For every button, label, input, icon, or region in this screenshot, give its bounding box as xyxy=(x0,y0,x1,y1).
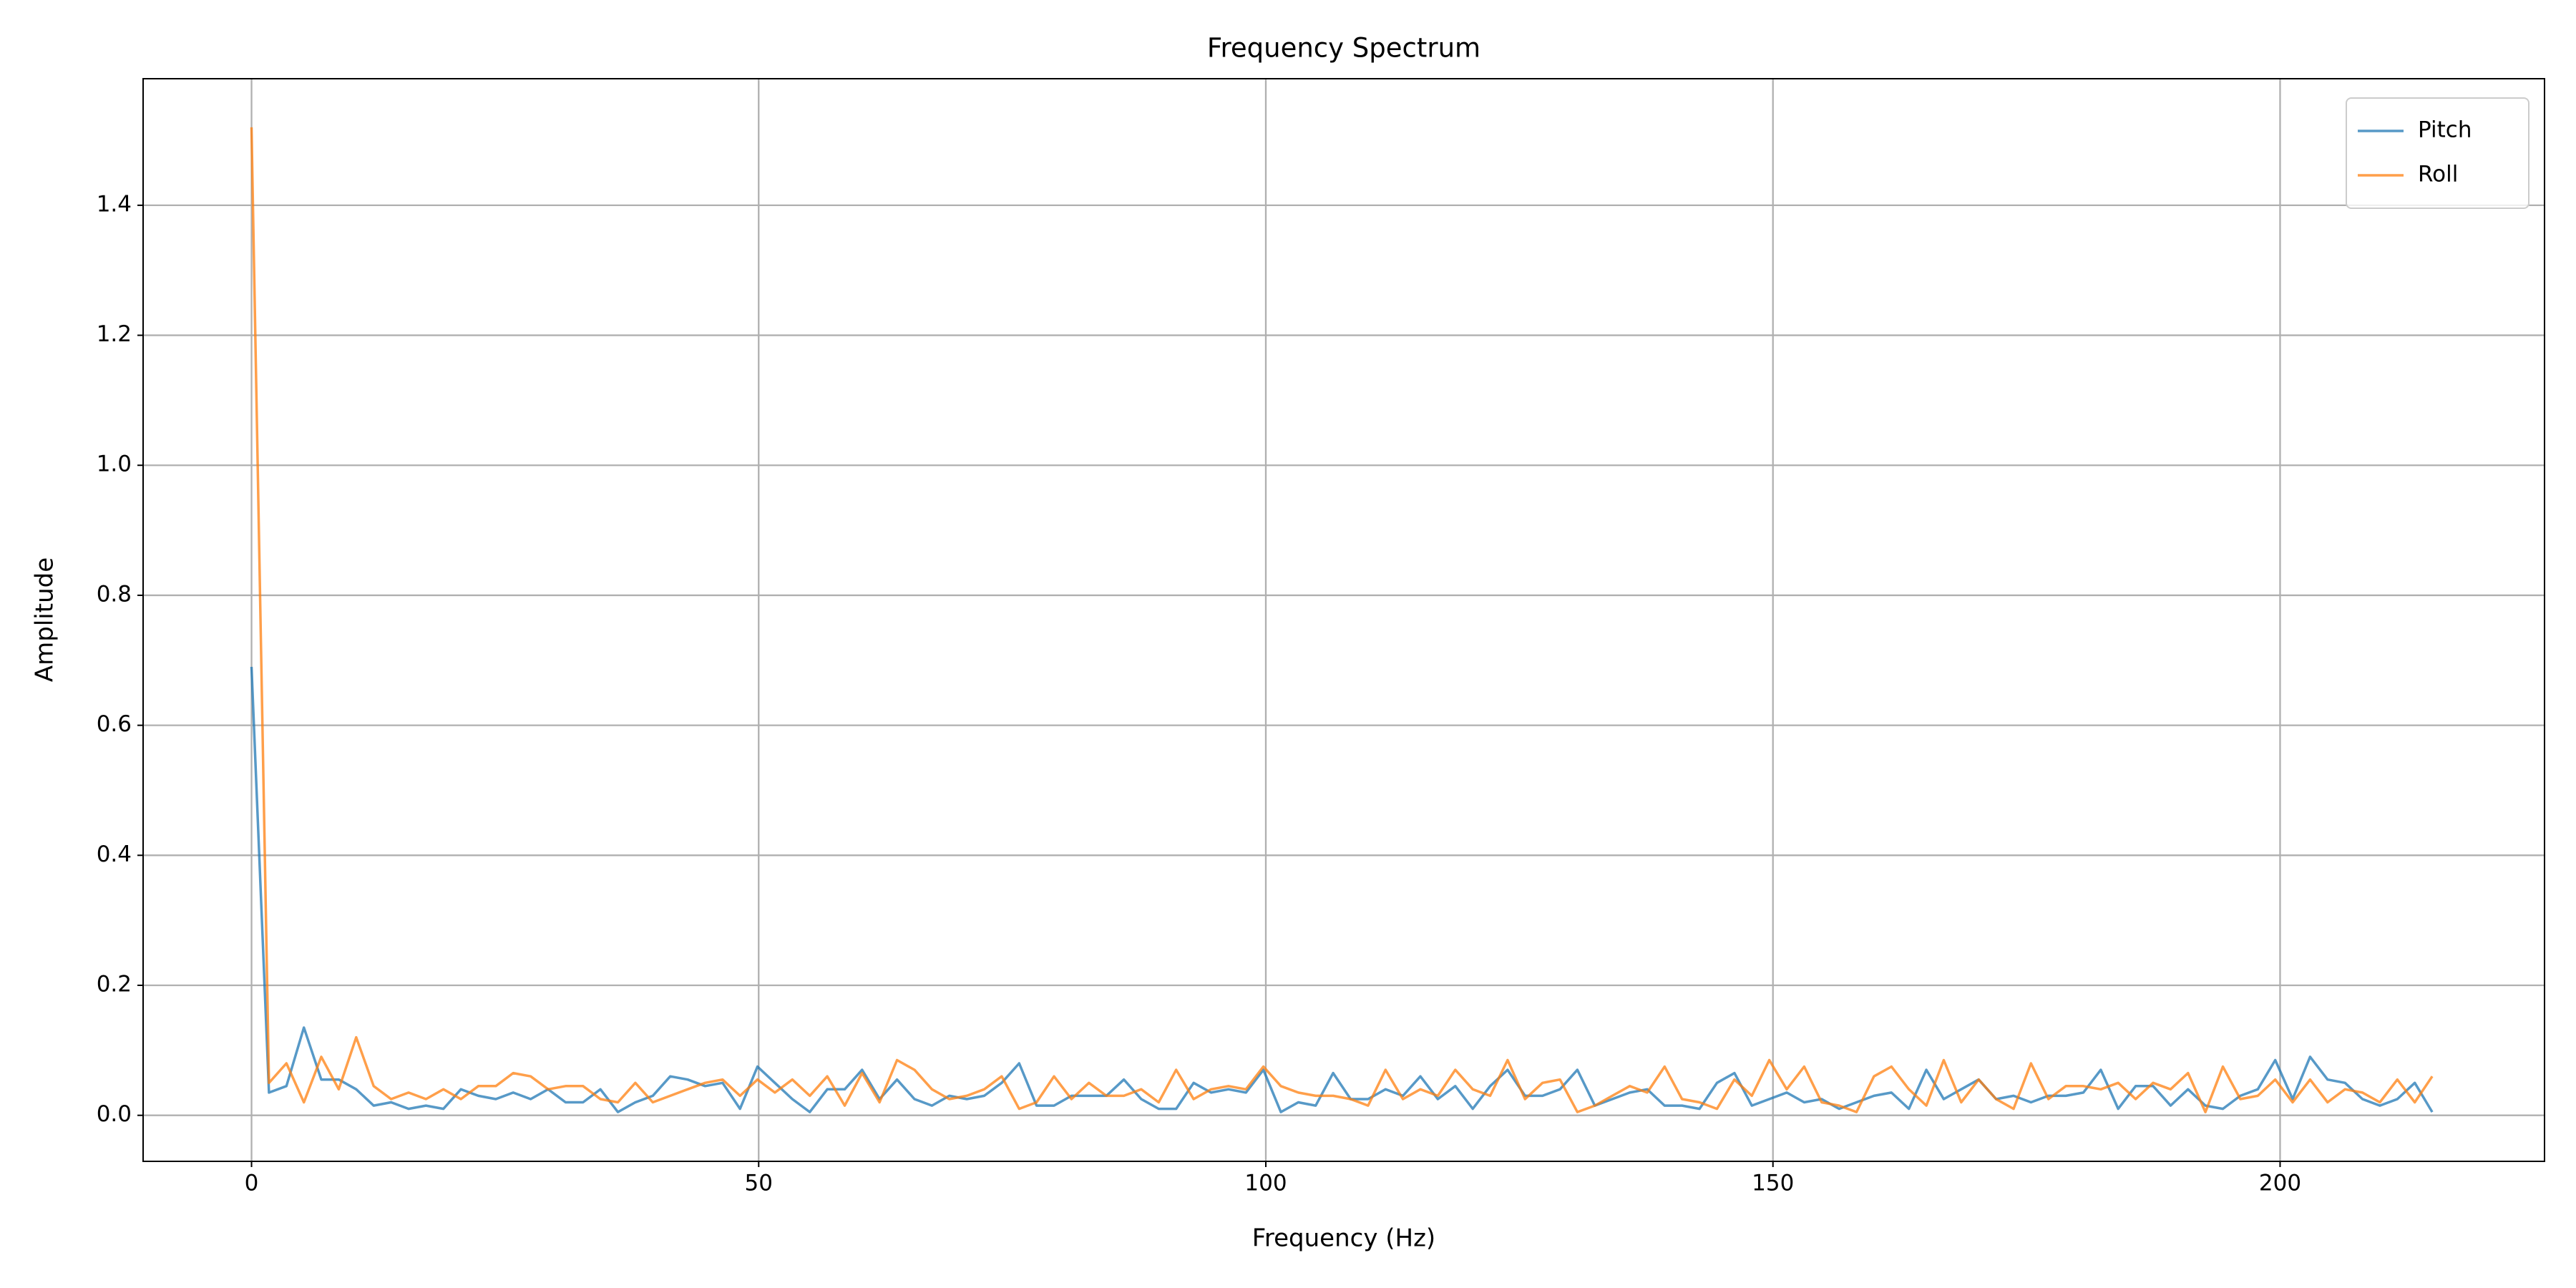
plot-frame xyxy=(142,78,2545,1162)
legend: Pitch Roll xyxy=(2346,97,2529,209)
x-axis-label: Frequency (Hz) xyxy=(1252,1224,1435,1253)
x-tick-label: 200 xyxy=(2259,1171,2301,1196)
y-tick-label: 0.0 xyxy=(97,1101,132,1127)
series-line xyxy=(250,666,2434,1113)
chart-title: Frequency Spectrum xyxy=(1207,33,1480,64)
x-tick-label: 50 xyxy=(745,1171,773,1196)
y-tick-label: 1.4 xyxy=(97,191,132,217)
y-tick-label: 0.8 xyxy=(97,581,132,607)
x-tick-label: 150 xyxy=(1752,1171,1794,1196)
y-tick-label: 1.0 xyxy=(97,452,132,477)
y-tick-label: 1.2 xyxy=(97,321,132,347)
legend-label: Roll xyxy=(2418,162,2458,187)
series-line xyxy=(250,127,2434,1113)
x-tick-label: 0 xyxy=(245,1171,259,1196)
x-tick-label: 100 xyxy=(1244,1171,1287,1196)
y-axis-label: Amplitude xyxy=(31,557,59,682)
y-tick-label: 0.2 xyxy=(97,971,132,997)
y-tick-label: 0.6 xyxy=(97,711,132,737)
y-tick-label: 0.4 xyxy=(97,841,132,867)
legend-box xyxy=(2346,97,2529,209)
legend-label: Pitch xyxy=(2418,117,2472,143)
